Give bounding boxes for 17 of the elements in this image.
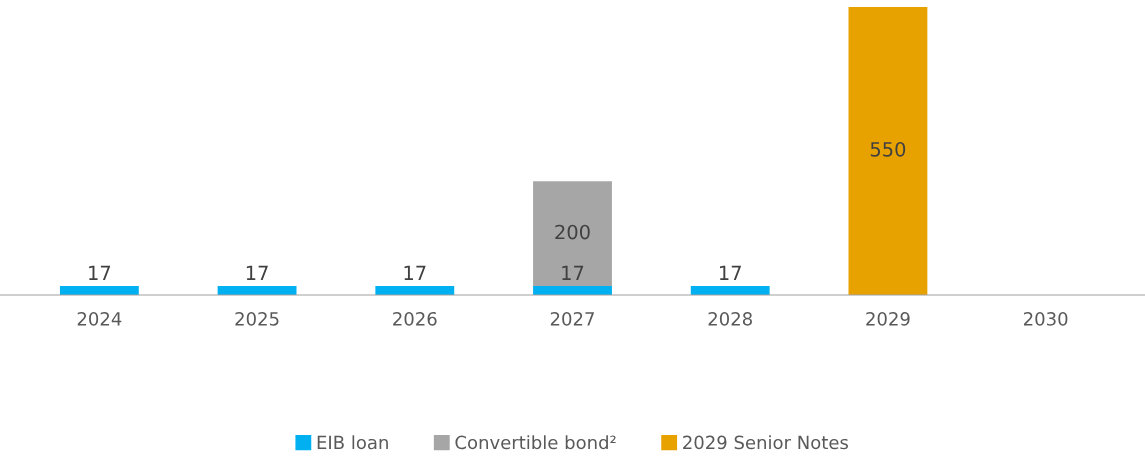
legend-label: Convertible bond² <box>455 435 616 450</box>
x-tick-label: 2030 <box>1023 311 1068 326</box>
legend-label: 2029 Senior Notes <box>683 435 848 450</box>
x-tick-label: 2028 <box>708 311 752 326</box>
x-tick-label: 2024 <box>77 311 122 326</box>
data-label: 17 <box>719 265 741 280</box>
x-tick-label: 2027 <box>550 311 594 326</box>
x-tick-label: 2029 <box>866 311 910 326</box>
data-label: 17 <box>246 265 268 280</box>
data-label: 17 <box>89 265 111 280</box>
data-label: 17 <box>562 265 584 280</box>
data-label: 550 <box>870 141 906 157</box>
data-label: 17 <box>404 265 426 280</box>
legend-label: EIB loan <box>317 435 388 450</box>
data-label: 200 <box>555 224 590 240</box>
x-tick-label: 2026 <box>393 311 437 326</box>
x-tick-label: 2025 <box>235 311 279 326</box>
